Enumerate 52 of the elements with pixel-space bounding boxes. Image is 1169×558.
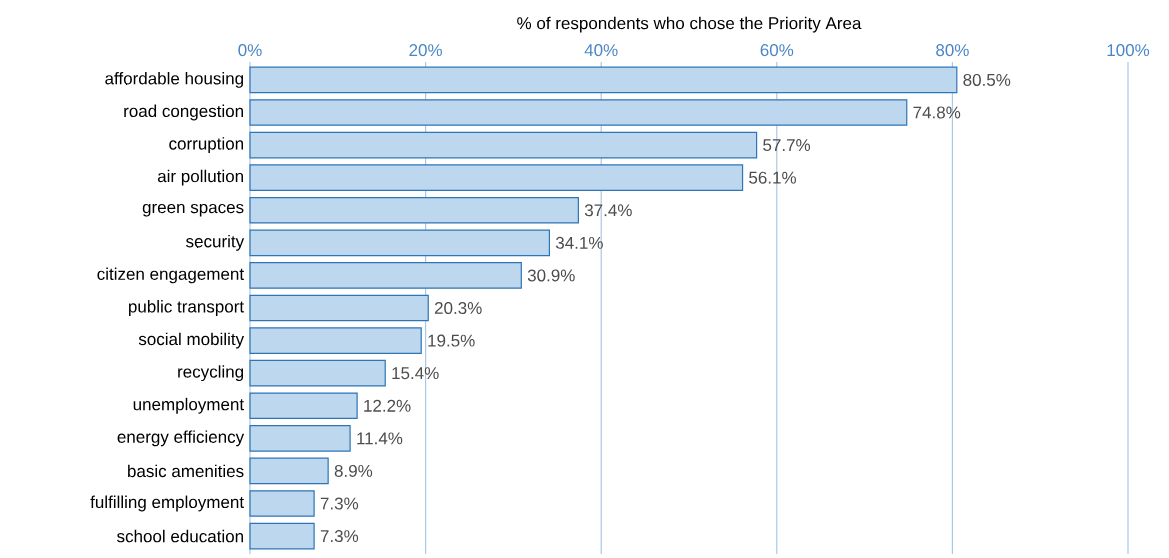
x-tick-label: 80% — [936, 44, 969, 57]
y-tick-label: energy efficiency — [117, 430, 245, 447]
bar — [249, 66, 958, 94]
bar — [249, 262, 522, 289]
data-label: 30.9% — [527, 269, 575, 282]
data-label: 57.7% — [763, 139, 811, 152]
data-label: 7.3% — [320, 497, 359, 510]
bar — [249, 490, 315, 517]
y-tick-label: air pollution — [157, 169, 243, 186]
bar — [249, 131, 758, 159]
data-label: 15.4% — [392, 367, 439, 380]
data-label: 56.1% — [749, 171, 797, 184]
x-tick-label: 100% — [1107, 44, 1150, 57]
y-tick-label: citizen engagement — [97, 267, 244, 284]
data-label: 19.5% — [428, 334, 475, 347]
data-label: 12.2% — [364, 399, 411, 412]
data-label: 7.3% — [320, 530, 359, 543]
bar — [249, 392, 358, 420]
y-tick-label: affordable housing — [105, 72, 243, 88]
bar — [249, 196, 579, 224]
y-tick-label: unemployment — [133, 397, 244, 414]
x-axis-title: % of respondents who chose the Priority Area — [517, 16, 862, 33]
x-tick-label: 20% — [409, 44, 442, 57]
y-tick-label: corruption — [169, 137, 244, 154]
data-label: 8.9% — [334, 464, 373, 477]
y-tick-label: security — [186, 234, 245, 251]
y-tick-label: recycling — [178, 365, 244, 382]
bar — [249, 359, 386, 387]
bar — [249, 327, 422, 354]
y-tick-label: school education — [117, 529, 243, 543]
data-label: 37.4% — [584, 204, 632, 217]
y-tick-label: basic amenities — [128, 464, 244, 478]
y-tick-label: green spaces — [142, 203, 244, 217]
data-label: 80.5% — [963, 73, 1011, 86]
bar — [249, 99, 908, 126]
bar — [249, 425, 351, 452]
data-label: 20.3% — [434, 301, 482, 315]
x-tick-label: 0% — [238, 44, 262, 57]
y-tick-label: fulfilling employment — [90, 495, 244, 512]
data-label: 74.8% — [913, 106, 961, 119]
x-tick-label: 40% — [584, 44, 618, 57]
y-tick-label: public transport — [129, 300, 244, 316]
data-label: 34.1% — [555, 236, 603, 249]
bar — [249, 457, 329, 485]
bar — [249, 294, 429, 322]
y-tick-label: road congestion — [124, 104, 243, 121]
bar — [249, 229, 551, 257]
data-label: 11.4% — [357, 432, 403, 445]
y-tick-label: social mobility — [138, 332, 245, 349]
bar — [249, 522, 315, 550]
bar — [249, 164, 744, 191]
x-tick-label: 60% — [760, 44, 794, 57]
